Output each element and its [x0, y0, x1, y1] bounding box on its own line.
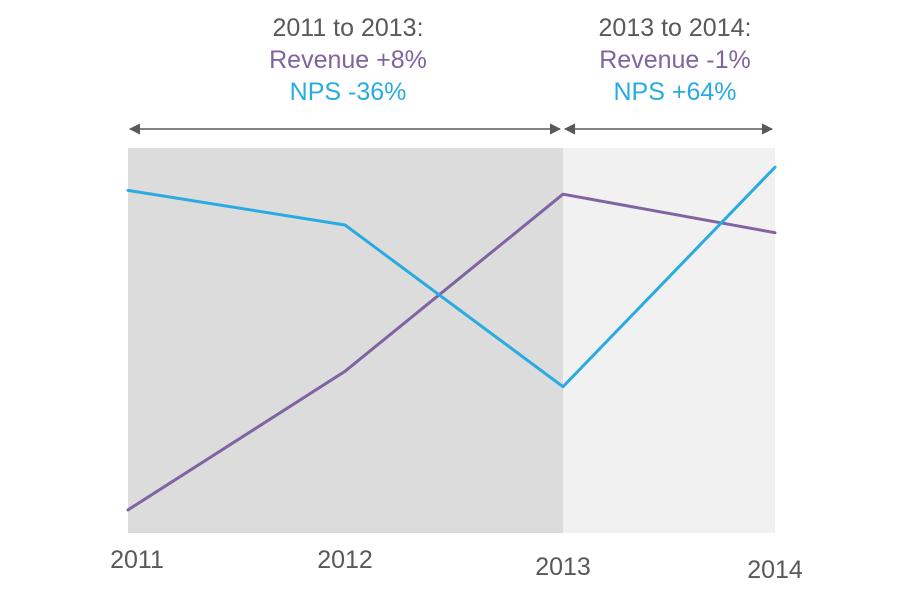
annotation-revenue: Revenue -1% — [599, 46, 751, 74]
nps-line — [126, 165, 777, 389]
x-tick-2012: 2012 — [317, 546, 373, 574]
annotation-heading: 2013 to 2014: — [598, 14, 752, 42]
x-axis-ticks: 2011 2012 2013 2014 — [110, 546, 803, 584]
x-tick-2014: 2014 — [747, 556, 803, 584]
annotation-2013-2014: 2013 to 2014: Revenue -1% NPS +64% — [565, 12, 785, 108]
revenue-line — [126, 192, 777, 512]
annotation-revenue: Revenue +8% — [269, 46, 427, 74]
annotation-nps: NPS +64% — [613, 78, 737, 106]
x-tick-2011: 2011 — [110, 546, 164, 574]
shaded-period-2013-2014 — [563, 148, 775, 533]
series-lines — [126, 165, 777, 512]
period-shading — [128, 148, 775, 533]
annotation-nps: NPS -36% — [289, 78, 407, 106]
annotation-heading: 2011 to 2013: — [272, 14, 424, 42]
shaded-period-2011-2013 — [128, 148, 563, 533]
x-tick-2013: 2013 — [535, 553, 591, 581]
annotation-2011-2013: 2011 to 2013: Revenue +8% NPS -36% — [238, 12, 458, 108]
